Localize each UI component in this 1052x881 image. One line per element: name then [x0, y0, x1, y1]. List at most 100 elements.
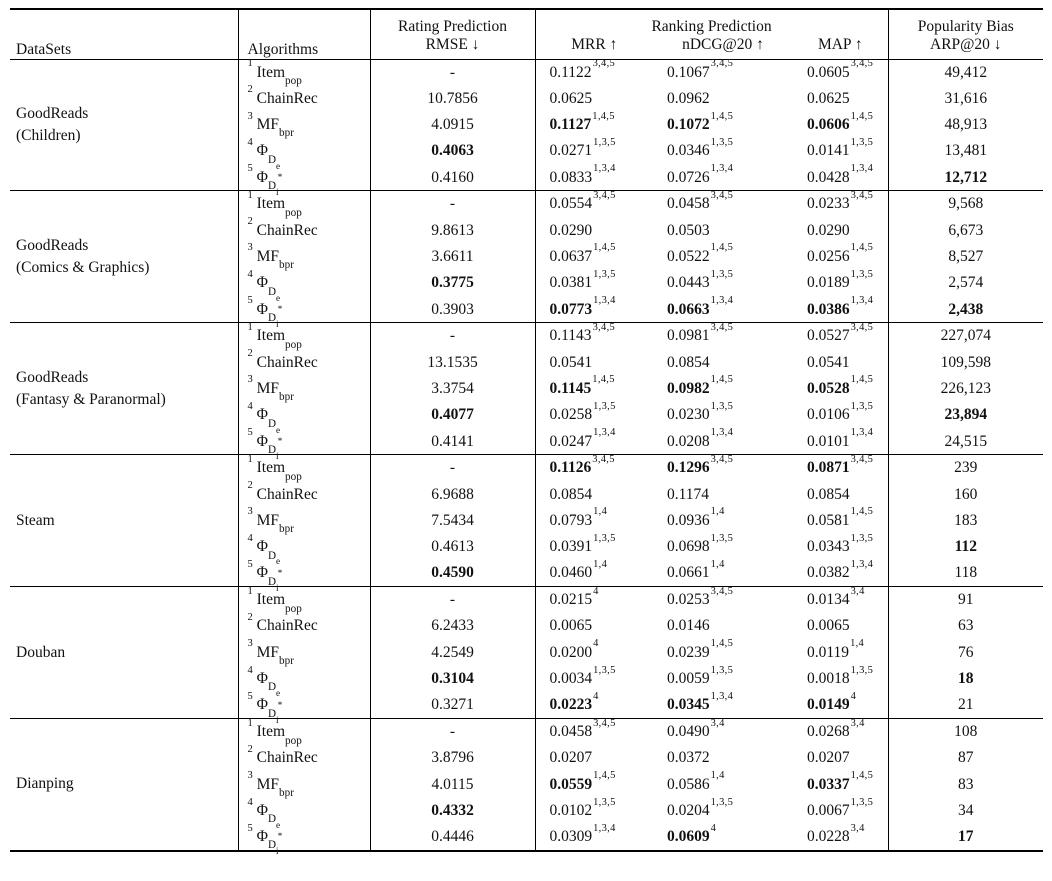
arp-cell: 2,438: [887, 296, 1044, 323]
mrr-cell: 0.03091,3,4: [534, 822, 653, 851]
rmse-cell: -: [369, 718, 535, 746]
ndcg-cell: 0.10721,4,5: [653, 111, 793, 138]
algorithm-cell: 5 ΦDi*: [237, 426, 370, 460]
significance-superscript: 1,3,4: [710, 690, 734, 702]
map-value: 0.0268: [807, 723, 850, 741]
significance-superscript: 1,3,4: [850, 294, 874, 306]
ndcg-cell: 0.07261,3,4: [653, 163, 793, 191]
map-cell: 0.0290: [793, 217, 888, 243]
arp-cell: 12,712: [887, 164, 1044, 191]
arp-cell: 87: [887, 745, 1044, 772]
ndcg-cell: 0.02533,4,5: [653, 586, 793, 614]
rmse-cell: 4.0915: [369, 111, 535, 139]
map-value: 0.0625: [807, 89, 850, 107]
algorithm-subscript: pop: [285, 338, 302, 351]
table-row: 3 MFbpr 4.2549 0.02004 0.02391,4,5 0.01191,4…: [10, 639, 1044, 667]
algorithm-index: 5: [247, 163, 253, 175]
significance-superscript: 1,4: [710, 558, 725, 570]
arp-value: 17: [958, 828, 974, 846]
rmse-cell: 0.4446: [369, 824, 535, 851]
algorithm-index: 5: [247, 426, 253, 438]
rmse-value: -: [449, 459, 456, 477]
arp-value: 2,574: [948, 274, 984, 292]
ndcg-value: 0.0458: [667, 195, 710, 213]
algorithm-subsubscript: i: [276, 450, 279, 461]
map-cell: 0.05811,4,5: [793, 506, 888, 534]
mrr-cell: 0.0207: [534, 745, 653, 772]
algorithm-cell: 1 Itempop: [237, 190, 370, 218]
arp-cell: 13,481: [887, 138, 1044, 165]
ndcg-value: 0.0586: [667, 775, 710, 793]
algorithm-cell: 3 MFbpr: [237, 243, 370, 271]
map-value: 0.0382: [807, 564, 850, 582]
rmse-cell: -: [369, 586, 535, 614]
arp-cell: 9,568: [887, 190, 1044, 218]
table-header: DataSets Algorithms Rating Prediction Ra…: [10, 9, 1044, 59]
mrr-value: 0.0833: [549, 168, 593, 186]
ndcg-value: 0.0204: [667, 802, 710, 820]
table-row: 4 ΦDe 0.4063 0.02711,3,5 0.03461,3,5 0.01411…: [10, 136, 1044, 170]
ndcg-cell: 0.06631,3,4: [653, 295, 793, 323]
ndcg-cell: 0.02041,3,5: [653, 797, 793, 824]
algorithm-cell: 3 MFbpr: [237, 507, 370, 536]
header-mrr: MRR ↑: [534, 36, 653, 59]
arp-value: 91: [958, 591, 974, 609]
rmse-cell: 13.1535: [369, 349, 535, 376]
mrr-value: 0.0309: [549, 828, 593, 846]
table-row: 5 ΦDi* 0.3903 0.07731,3,4 0.06631,3,4 0.0386…: [10, 294, 1044, 328]
algorithm-index: 2: [247, 84, 253, 96]
map-value: 0.0149: [807, 696, 850, 714]
rmse-value: 3.3754: [431, 379, 474, 397]
ndcg-value: 0.0503: [667, 221, 710, 239]
header-algorithms: Algorithms: [237, 9, 370, 59]
significance-superscript: 4: [593, 585, 599, 597]
algorithm-index: 3: [247, 110, 253, 122]
significance-superscript: 1,3,5: [710, 532, 734, 544]
significance-superscript: 1,3,5: [593, 136, 616, 148]
algorithm-subsubscript: e: [276, 424, 281, 435]
rmse-value: 10.7856: [427, 89, 478, 107]
map-value: 0.0541: [807, 353, 850, 371]
algorithm-subscript: bpr: [279, 523, 294, 536]
ndcg-cell: 0.02391,4,5: [653, 639, 793, 666]
table-row: 3 MFbpr 7.5434 0.07931,4 0.09361,4 0.05811,4…: [10, 506, 1044, 536]
algorithm-cell: 4 ΦDe: [237, 401, 370, 434]
arp-value: 76: [958, 643, 974, 661]
rmse-value: 9.8613: [431, 221, 474, 239]
significance-superscript: 1,4,5: [850, 506, 874, 518]
header-row-groups: DataSets Algorithms Rating Prediction Ra…: [10, 9, 1044, 59]
algorithm-subsubscript: e: [276, 160, 281, 171]
ndcg-value: 0.0962: [667, 89, 710, 107]
significance-superscript: 1,3,4: [850, 426, 874, 438]
algorithm-star: *: [277, 436, 283, 447]
algorithm-index: 4: [247, 796, 253, 808]
mrr-value: 0.0458: [549, 723, 593, 741]
mrr-value: 0.0215: [549, 591, 593, 609]
significance-superscript: 1,4: [710, 506, 725, 518]
rmse-cell: 3.6611: [369, 243, 535, 271]
significance-superscript: 1,3,4: [593, 822, 616, 834]
algorithm-subscript: Di*: [267, 568, 283, 593]
significance-superscript: 3,4: [850, 717, 865, 729]
significance-superscript: 1,4,5: [592, 374, 615, 386]
rmse-cell: 10.7856: [369, 85, 535, 112]
algorithm-cell: 4 ΦDe: [237, 665, 370, 698]
significance-superscript: 1,3,5: [850, 400, 874, 412]
rmse-value: 0.4332: [431, 802, 474, 820]
table-row: GoodReads (Comics & Graphics) 1 Itempop - 0.…: [10, 190, 1044, 323]
mrr-cell: 0.00341,3,5: [534, 665, 653, 693]
ndcg-cell: 0.0146: [653, 613, 793, 639]
significance-superscript: 1,4,5: [850, 110, 874, 122]
significance-superscript: 1,3,5: [593, 796, 616, 808]
table-row: GoodReads (Fantasy & Paranormal) 1 Itempop…: [10, 322, 1044, 455]
table-row: 5 ΦDi* 0.4160 0.08331,3,4 0.07261,3,4 0.0428…: [10, 163, 1044, 196]
table-row: 4 ΦDe 0.3775 0.03811,3,5 0.04431,3,5 0.01891…: [10, 269, 1044, 302]
ndcg-value: 0.1067: [667, 63, 710, 81]
arp-value: 8,527: [948, 248, 984, 266]
mrr-value: 0.0541: [549, 353, 593, 371]
significance-superscript: 1,4,5: [593, 770, 616, 782]
algorithm-cell: 2 ChainRec: [237, 744, 370, 772]
ndcg-cell: 0.06094: [653, 823, 793, 850]
algorithm-subscript: Di*: [267, 832, 283, 857]
ndcg-cell: 0.04583,4,5: [653, 190, 793, 218]
